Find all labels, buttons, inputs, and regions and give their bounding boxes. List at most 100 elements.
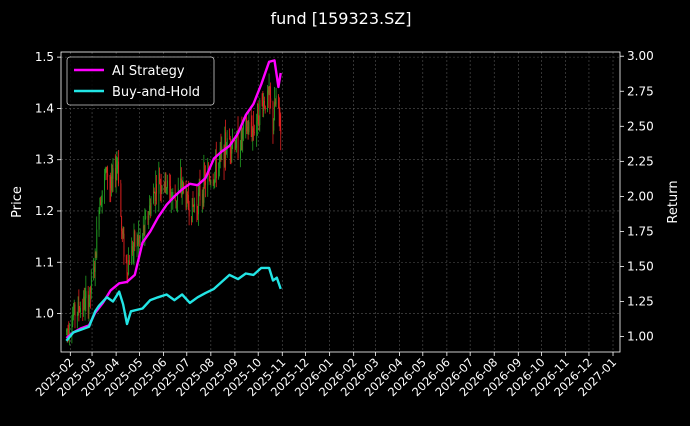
y-tick-label: 1.2 bbox=[35, 204, 54, 218]
candle-body bbox=[202, 193, 203, 201]
candle-body bbox=[95, 252, 97, 258]
candle-body bbox=[74, 304, 76, 317]
candle-body bbox=[77, 312, 78, 317]
candle-body bbox=[94, 267, 95, 272]
candle-body bbox=[143, 226, 144, 235]
candle-body bbox=[84, 298, 86, 309]
candle-body bbox=[129, 260, 130, 265]
candle-body bbox=[226, 149, 227, 154]
y-tick-label: 1.1 bbox=[35, 255, 54, 269]
candle-body bbox=[242, 129, 244, 139]
candle-body bbox=[88, 302, 90, 314]
candle-body bbox=[109, 176, 111, 189]
candle-body bbox=[210, 182, 212, 184]
candle-body bbox=[229, 138, 231, 139]
candle-body bbox=[120, 183, 122, 217]
candle-body bbox=[274, 101, 276, 121]
candle-body bbox=[155, 184, 157, 201]
legend-label-ai-strategy: AI Strategy bbox=[112, 64, 185, 79]
candle-body bbox=[77, 301, 79, 313]
candle-body bbox=[159, 172, 161, 184]
candle-body bbox=[191, 198, 193, 223]
candle-body bbox=[257, 103, 258, 121]
candle-body bbox=[256, 120, 258, 133]
candle-body bbox=[241, 128, 243, 139]
candle-body bbox=[153, 191, 154, 203]
candle-body bbox=[247, 126, 249, 133]
candle-body bbox=[128, 260, 130, 275]
candle-body bbox=[273, 120, 275, 131]
candle-body bbox=[278, 97, 280, 115]
candle-body bbox=[243, 125, 244, 130]
candle-body bbox=[73, 312, 74, 317]
candle-body bbox=[214, 172, 216, 181]
candle-body bbox=[68, 329, 70, 337]
candle-body bbox=[264, 100, 265, 106]
candle-body bbox=[145, 216, 147, 219]
candle-body bbox=[246, 117, 248, 132]
candle-body bbox=[170, 186, 171, 199]
candle-body bbox=[183, 182, 185, 188]
candle-body bbox=[176, 201, 178, 203]
candle-body bbox=[196, 203, 198, 209]
candle-body bbox=[220, 148, 222, 151]
candle-body bbox=[250, 122, 252, 129]
candle-body bbox=[240, 148, 241, 159]
candle-body bbox=[115, 168, 116, 180]
candle-body bbox=[180, 178, 182, 189]
candle-body bbox=[83, 296, 85, 311]
candle-body bbox=[105, 167, 107, 173]
candle-body bbox=[82, 307, 84, 311]
candle-body bbox=[209, 179, 211, 183]
candle-body bbox=[205, 178, 206, 186]
candle-body bbox=[139, 236, 140, 239]
candle-body bbox=[175, 199, 177, 203]
candle-body bbox=[78, 301, 80, 311]
candle-body bbox=[154, 193, 156, 201]
candle-body bbox=[223, 146, 225, 167]
candle-body bbox=[268, 87, 270, 94]
candle-body bbox=[221, 146, 223, 151]
candle-body bbox=[187, 194, 189, 196]
candle-body bbox=[171, 196, 173, 197]
candle-body bbox=[160, 183, 161, 186]
candle-body bbox=[149, 205, 151, 215]
series-lines bbox=[65, 59, 282, 342]
candle-body bbox=[148, 214, 150, 220]
candle-body bbox=[236, 135, 237, 148]
candle-body bbox=[150, 205, 151, 214]
candle-body bbox=[279, 114, 281, 130]
candle-body bbox=[212, 182, 214, 184]
candle-body bbox=[66, 329, 68, 331]
candle-body bbox=[216, 157, 217, 179]
candle-body bbox=[169, 180, 171, 187]
candle-body bbox=[143, 226, 145, 234]
candle-body bbox=[213, 180, 215, 184]
candle-body bbox=[125, 256, 127, 261]
y2-tick-label: 1.25 bbox=[627, 295, 654, 309]
candle-body bbox=[185, 187, 187, 207]
candle-body bbox=[144, 218, 146, 234]
candle-body bbox=[230, 149, 232, 154]
candle-body bbox=[158, 172, 160, 194]
candle-body bbox=[181, 178, 182, 190]
y2-tick-label: 1.75 bbox=[627, 224, 654, 238]
candle-body bbox=[122, 233, 124, 235]
candle-body bbox=[101, 202, 102, 206]
candle-body bbox=[96, 229, 98, 258]
plot-frame bbox=[60, 51, 621, 353]
candle-body bbox=[234, 140, 236, 150]
candle-body bbox=[258, 124, 260, 126]
candle-body bbox=[142, 234, 144, 236]
y2-tick-label: 1.50 bbox=[627, 259, 654, 273]
candle-body bbox=[90, 287, 92, 293]
candle-body bbox=[156, 184, 158, 194]
candle-body bbox=[199, 183, 201, 201]
candle-body bbox=[115, 169, 117, 180]
candle-body bbox=[117, 161, 119, 165]
candle-body bbox=[79, 310, 81, 312]
candlesticks bbox=[66, 73, 282, 346]
candle-body bbox=[126, 260, 128, 274]
